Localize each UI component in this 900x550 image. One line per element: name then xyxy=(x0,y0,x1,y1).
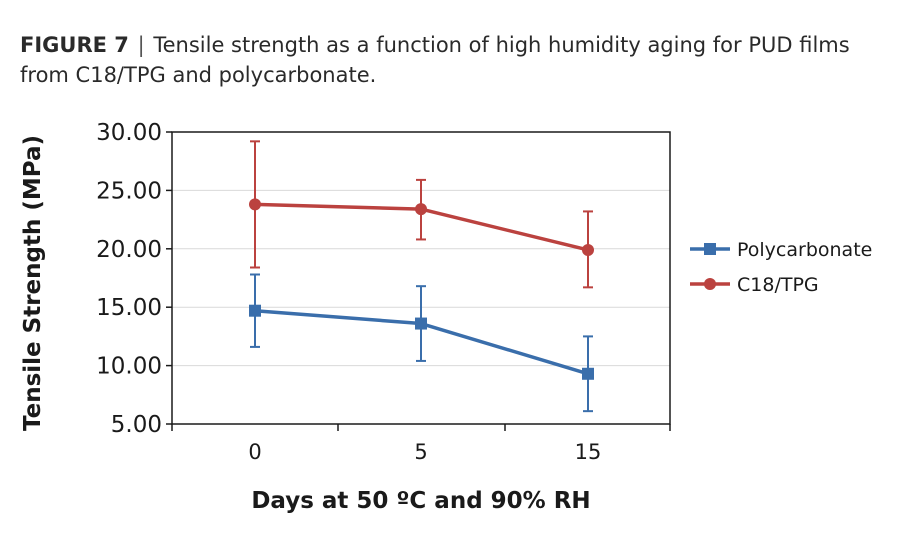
y-tick-label: 10.00 xyxy=(96,354,162,380)
legend: Polycarbonate C18/TPG xyxy=(690,239,872,296)
plot-area-border xyxy=(171,131,671,425)
y-axis: 5.00 10.00 15.00 20.00 25.00 30.00 xyxy=(96,120,172,438)
y-tick-label: 25.00 xyxy=(96,178,162,204)
x-tick-label: 0 xyxy=(248,440,261,464)
c18-tpg-point xyxy=(415,203,427,216)
polycarbonate-point xyxy=(249,304,261,317)
polycarbonate-point xyxy=(582,367,594,380)
figure-label: FIGURE 7 xyxy=(20,33,129,57)
x-axis: 0 5 15 xyxy=(171,424,671,464)
c18-tpg-point xyxy=(249,198,261,211)
y-tick-label: 30.00 xyxy=(96,120,162,146)
series-group xyxy=(249,140,594,413)
polycarbonate-point xyxy=(415,317,427,330)
caption-separator: | xyxy=(137,33,145,57)
x-tick-label: 5 xyxy=(414,440,427,464)
legend-label-polycarbonate: Polycarbonate xyxy=(737,239,872,261)
figure-caption: FIGURE 7 | Tensile strength as a functio… xyxy=(20,30,880,90)
y-tick-label: 5.00 xyxy=(111,412,162,438)
legend-marker-polycarbonate xyxy=(704,243,716,255)
c18-tpg-point xyxy=(582,243,594,256)
x-tick-label: 15 xyxy=(575,440,602,464)
y-tick-label: 20.00 xyxy=(96,237,162,263)
caption-text: Tensile strength as a function of high h… xyxy=(20,33,850,87)
legend-label-c18-tpg: C18/TPG xyxy=(737,274,819,296)
legend-marker-c18-tpg xyxy=(704,278,716,290)
y-axis-title: Tensile Strength (MPa) xyxy=(20,135,46,431)
y-tick-label: 15.00 xyxy=(96,295,162,321)
x-axis-title: Days at 50 ºC and 90% RH xyxy=(251,488,590,514)
